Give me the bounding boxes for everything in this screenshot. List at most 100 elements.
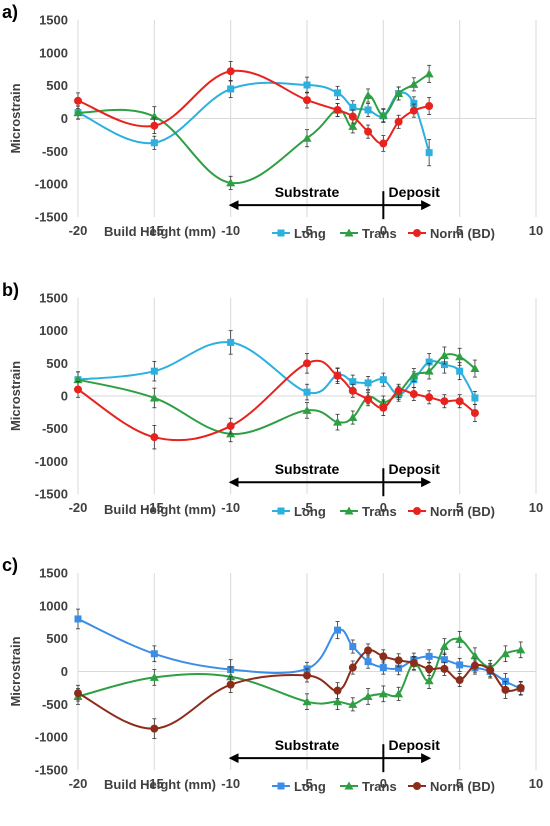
- data-point: [74, 615, 82, 623]
- data-point: [425, 664, 434, 673]
- y-tick-label: 1000: [39, 598, 68, 613]
- data-point: [425, 652, 433, 660]
- data-point: [226, 178, 236, 187]
- data-point: [455, 352, 465, 361]
- legend-label: Long: [294, 504, 326, 519]
- data-point: [226, 672, 236, 681]
- y-tick-label: -1500: [35, 487, 68, 502]
- data-point: [394, 689, 404, 698]
- y-tick-label: -1500: [35, 763, 68, 778]
- data-point: [440, 664, 449, 673]
- x-tick-label: -5: [301, 223, 313, 238]
- data-point: [333, 417, 343, 426]
- data-point: [409, 79, 419, 88]
- legend-label: Trans: [362, 226, 397, 241]
- annotation-substrate: Substrate: [275, 184, 340, 200]
- legend-label: Norm (BD): [430, 779, 495, 794]
- data-point: [456, 661, 464, 669]
- y-tick-label: 0: [61, 664, 68, 679]
- data-point: [348, 112, 357, 121]
- legend-marker: [413, 782, 421, 790]
- data-point: [425, 393, 434, 402]
- data-point: [501, 685, 510, 694]
- data-point: [378, 689, 388, 698]
- data-point: [500, 649, 510, 658]
- y-axis-label: Microstrain: [8, 83, 23, 153]
- legend-marker: [277, 507, 285, 515]
- y-axis-label: Microstrain: [8, 361, 23, 431]
- y-tick-label: 1500: [39, 13, 68, 28]
- data-point: [302, 133, 312, 142]
- data-point: [348, 386, 357, 395]
- data-point: [349, 378, 357, 386]
- x-tick-label: -20: [69, 776, 88, 791]
- data-point: [424, 366, 434, 375]
- data-point: [226, 67, 235, 76]
- x-tick-label: 10: [529, 223, 543, 238]
- data-point: [227, 338, 235, 346]
- data-point: [303, 671, 311, 680]
- x-axis-label: Build Height (mm): [104, 502, 216, 517]
- x-tick-label: -15: [145, 500, 164, 515]
- data-point: [333, 686, 342, 695]
- annotation-substrate: Substrate: [275, 737, 340, 753]
- annotation-substrate: Substrate: [275, 461, 340, 477]
- series-long: [74, 330, 479, 405]
- legend-marker: [277, 229, 285, 237]
- data-point: [470, 661, 479, 670]
- x-tick-label: -15: [145, 223, 164, 238]
- data-point: [379, 139, 388, 148]
- data-point: [409, 370, 419, 379]
- x-tick-label: -5: [301, 776, 313, 791]
- data-point: [348, 413, 358, 422]
- x-tick-label: 0: [380, 223, 387, 238]
- y-tick-label: -1000: [35, 177, 68, 192]
- data-point: [364, 658, 372, 666]
- y-tick-label: -1000: [35, 454, 68, 469]
- data-point: [349, 643, 357, 651]
- x-tick-label: 0: [380, 776, 387, 791]
- data-point: [516, 683, 525, 692]
- x-axis-label: Build Height (mm): [104, 777, 216, 792]
- data-point: [364, 127, 373, 136]
- data-point: [395, 664, 403, 672]
- panel-label: a): [2, 2, 18, 22]
- x-tick-label: 5: [456, 500, 463, 515]
- data-point: [303, 359, 311, 368]
- annotation-deposit: Deposit: [389, 737, 441, 753]
- x-tick-label: -20: [69, 500, 88, 515]
- data-point: [363, 91, 373, 100]
- data-point: [348, 121, 358, 130]
- legend-label: Trans: [362, 779, 397, 794]
- y-tick-label: 0: [61, 389, 68, 404]
- data-point: [227, 85, 235, 93]
- data-point: [333, 371, 342, 380]
- series-long: [74, 76, 433, 167]
- data-point: [149, 112, 159, 121]
- data-point: [440, 361, 448, 369]
- x-tick-label: -10: [221, 776, 240, 791]
- data-point: [394, 386, 403, 395]
- data-point: [439, 350, 449, 359]
- series-norm-bd: [74, 643, 525, 739]
- series-line: [77, 649, 521, 730]
- data-point: [439, 642, 449, 651]
- data-point: [379, 652, 388, 661]
- legend-label: Long: [294, 779, 326, 794]
- data-point: [394, 89, 404, 98]
- y-tick-label: 1000: [39, 323, 68, 338]
- data-point: [74, 385, 82, 394]
- data-point: [348, 663, 357, 672]
- data-point: [424, 676, 434, 685]
- y-tick-label: 1500: [39, 566, 68, 581]
- series-line: [77, 73, 430, 184]
- x-tick-label: 5: [456, 223, 463, 238]
- data-point: [303, 388, 311, 396]
- y-tick-label: 500: [46, 631, 68, 646]
- x-tick-label: 10: [529, 776, 543, 791]
- data-point: [379, 376, 387, 384]
- y-tick-label: 1000: [39, 45, 68, 60]
- legend-label: Norm (BD): [430, 226, 495, 241]
- data-point: [394, 117, 403, 126]
- data-point: [425, 149, 433, 157]
